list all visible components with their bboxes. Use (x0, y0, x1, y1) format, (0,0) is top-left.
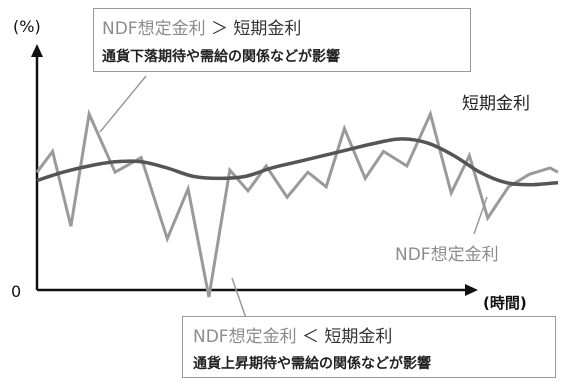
series-line-ndf-rate (35, 108, 559, 298)
annotation-top-op: ＞ (205, 19, 234, 39)
annotation-bottom-line1: NDF想定金利 ＜ 短期金利 (193, 322, 392, 347)
annotation-bottom-rate: 短期金利 (324, 327, 393, 347)
series-line-short-rate (36, 137, 559, 187)
x-axis-label: (時間) (483, 294, 527, 312)
x-axis-arrow (465, 284, 478, 296)
series-layer (35, 108, 559, 298)
y-tick-label-zero: 0 (11, 282, 21, 301)
series-label-short-rate: 短期金利 (462, 94, 530, 114)
annotation-box-top: NDF想定金利 ＞ 短期金利 通貨下落期待や需給の関係などが影響 (93, 8, 471, 72)
annotation-bottom-ndf: NDF想定金利 (193, 327, 297, 347)
annotation-top-ndf: NDF想定金利 (102, 19, 206, 39)
annotation-top-line1: NDF想定金利 ＞ 短期金利 (102, 14, 301, 39)
callout-line-top (99, 75, 147, 133)
series-label-ndf-rate: NDF想定金利 (395, 245, 499, 265)
annotation-top-rate: 短期金利 (233, 19, 302, 39)
annotation-top-line2: 通貨下落期待や需給の関係などが影響 (102, 49, 340, 65)
y-axis-arrow (31, 44, 43, 57)
callout-line-bottom (231, 277, 247, 319)
annotation-bottom-op: ＜ (296, 327, 325, 347)
y-axis-label: (%) (13, 17, 41, 36)
annotation-box-bottom: NDF想定金利 ＜ 短期金利 通貨上昇期待や需給の関係などが影響 (182, 316, 556, 378)
annotation-bottom-line2: 通貨上昇期待や需給の関係などが影響 (193, 356, 431, 372)
series-label-ndf-pointer (473, 196, 488, 235)
